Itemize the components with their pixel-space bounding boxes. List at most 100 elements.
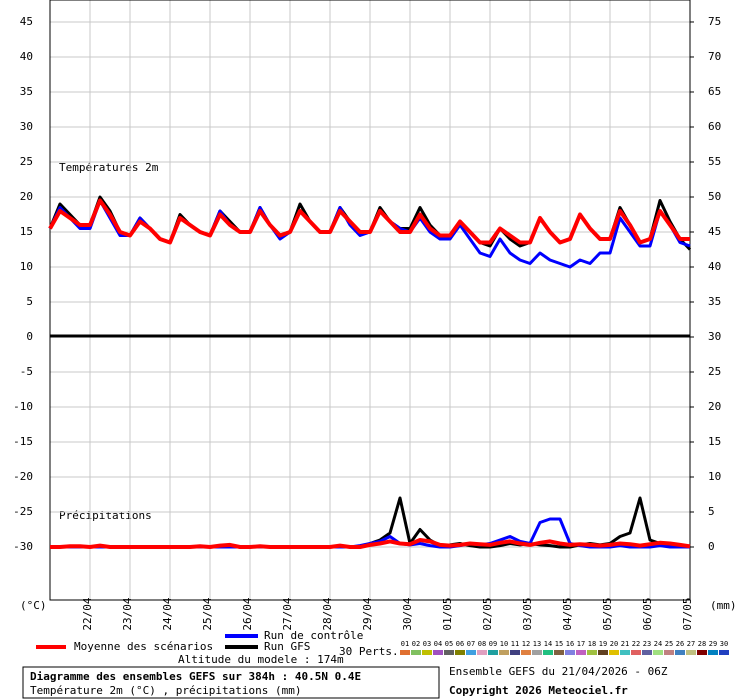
- y2-tick-label: 75: [708, 15, 721, 28]
- y2-tick-label: 15: [708, 435, 721, 448]
- perturbation-swatch: [488, 650, 498, 655]
- y-tick-label: 5: [26, 295, 33, 308]
- perturbation-label: 30: [720, 640, 728, 648]
- y-tick-label: -15: [13, 435, 33, 448]
- y-tick-label: -25: [13, 505, 33, 518]
- perturbation-label: 10: [500, 640, 508, 648]
- perturbation-label: 02: [412, 640, 420, 648]
- x-tick-label: 07/05: [681, 597, 694, 630]
- perturbation-swatch: [444, 650, 454, 655]
- perturbation-label: 01: [401, 640, 409, 648]
- y2-tick-label: 45: [708, 225, 721, 238]
- perturbation-swatch: [664, 650, 674, 655]
- temperature-line: [48, 198, 690, 245]
- perturbation-label: 28: [698, 640, 706, 648]
- perturbation-swatch: [543, 650, 553, 655]
- perturbation-swatch: [411, 650, 421, 655]
- perturbation-label: 17: [577, 640, 585, 648]
- perturbation-swatch: [532, 650, 542, 655]
- perturbation-label: 24: [654, 640, 662, 648]
- perturbation-label: 21: [621, 640, 629, 648]
- perturbation-swatch: [422, 650, 432, 655]
- perturbation-swatch: [598, 650, 608, 655]
- perturbation-label: 06: [456, 640, 464, 648]
- x-tick-label: 01/05: [441, 597, 454, 630]
- precipitation-label: Précipitations: [59, 509, 152, 522]
- y2-tick-label: 35: [708, 295, 721, 308]
- perturbation-swatch: [620, 650, 630, 655]
- perturbation-label: 18: [588, 640, 596, 648]
- perturbation-swatch: [708, 650, 718, 655]
- x-tick-label: 06/05: [641, 597, 654, 630]
- perturbation-label: 08: [478, 640, 486, 648]
- x-tick-label: 26/04: [241, 597, 254, 630]
- y2-tick-label: 40: [708, 260, 721, 273]
- x-tick-label: 04/05: [561, 597, 574, 630]
- precipitation-line: [50, 538, 691, 549]
- altitude: Altitude du modele : 174m: [178, 653, 344, 666]
- perturbation-label: 12: [522, 640, 530, 648]
- x-tick-label: 29/04: [361, 597, 374, 630]
- perturbation-swatch: [719, 650, 729, 655]
- x-tick-label: 03/05: [521, 597, 534, 630]
- y2-tick-label: 70: [708, 50, 721, 63]
- perturbation-label: 14: [544, 640, 552, 648]
- perturbation-swatch: [499, 650, 509, 655]
- y2-tick-label: 50: [708, 190, 721, 203]
- x-tick-label: 05/05: [601, 597, 614, 630]
- y-tick-label: 20: [20, 190, 33, 203]
- perturbation-label: 23: [643, 640, 651, 648]
- legend-label: Run GFS: [264, 640, 310, 653]
- perturbation-swatch: [642, 650, 652, 655]
- y-tick-label: 25: [20, 155, 33, 168]
- perturbation-swatch: [510, 650, 520, 655]
- y-tick-label: 40: [20, 50, 33, 63]
- perturbation-swatch: [697, 650, 707, 655]
- perturbation-swatch: [554, 650, 564, 655]
- perturbation-label: 15: [555, 640, 563, 648]
- perturbation-label: 07: [467, 640, 475, 648]
- y-tick-label: 10: [20, 260, 33, 273]
- perturbation-label: 05: [445, 640, 453, 648]
- y2-tick-label: 30: [708, 330, 721, 343]
- x-tick-label: 23/04: [121, 597, 134, 630]
- perturbation-swatch: [433, 650, 443, 655]
- x-tick-label: 27/04: [281, 597, 294, 630]
- perturbation-swatch: [455, 650, 465, 655]
- y-tick-label: -20: [13, 470, 33, 483]
- perturbation-label: 04: [434, 640, 442, 648]
- chart-subtitle: Température 2m (°C) , précipitations (mm…: [30, 684, 302, 697]
- perturbations-label: 30 Perts.: [339, 645, 399, 658]
- title-box: [22, 666, 440, 699]
- perturbation-label: 09: [489, 640, 497, 648]
- run-info: Ensemble GEFS du 21/04/2026 - 06Z: [449, 665, 668, 678]
- perturbation-label: 25: [665, 640, 673, 648]
- perturbation-swatch: [686, 650, 696, 655]
- y2-tick-label: 25: [708, 365, 721, 378]
- x-tick-label: 02/05: [481, 597, 494, 630]
- legend-label: Moyenne des scénarios: [74, 640, 213, 653]
- perturbation-label: 11: [511, 640, 519, 648]
- y-tick-label: -10: [13, 400, 33, 413]
- perturbation-swatch: [576, 650, 586, 655]
- x-tick-label: 25/04: [201, 597, 214, 630]
- perturbation-swatch: [521, 650, 531, 655]
- chart-title: Diagramme des ensembles GEFS sur 384h : …: [30, 670, 361, 683]
- y-tick-label: -30: [13, 540, 33, 553]
- perturbation-label: 26: [676, 640, 684, 648]
- y-axis-label: (°C): [20, 599, 47, 612]
- perturbation-swatch: [653, 650, 663, 655]
- copyright: Copyright 2026 Meteociel.fr: [449, 684, 628, 697]
- perturbation-swatch: [477, 650, 487, 655]
- y-tick-label: 30: [20, 120, 33, 133]
- y-tick-label: 15: [20, 225, 33, 238]
- y2-tick-label: 60: [708, 120, 721, 133]
- perturbation-label: 29: [709, 640, 717, 648]
- y2-tick-label: 5: [708, 505, 715, 518]
- x-tick-label: 28/04: [321, 597, 334, 630]
- perturbation-label: 13: [533, 640, 541, 648]
- temperature-label: Températures 2m: [59, 161, 159, 174]
- y2-tick-label: 10: [708, 470, 721, 483]
